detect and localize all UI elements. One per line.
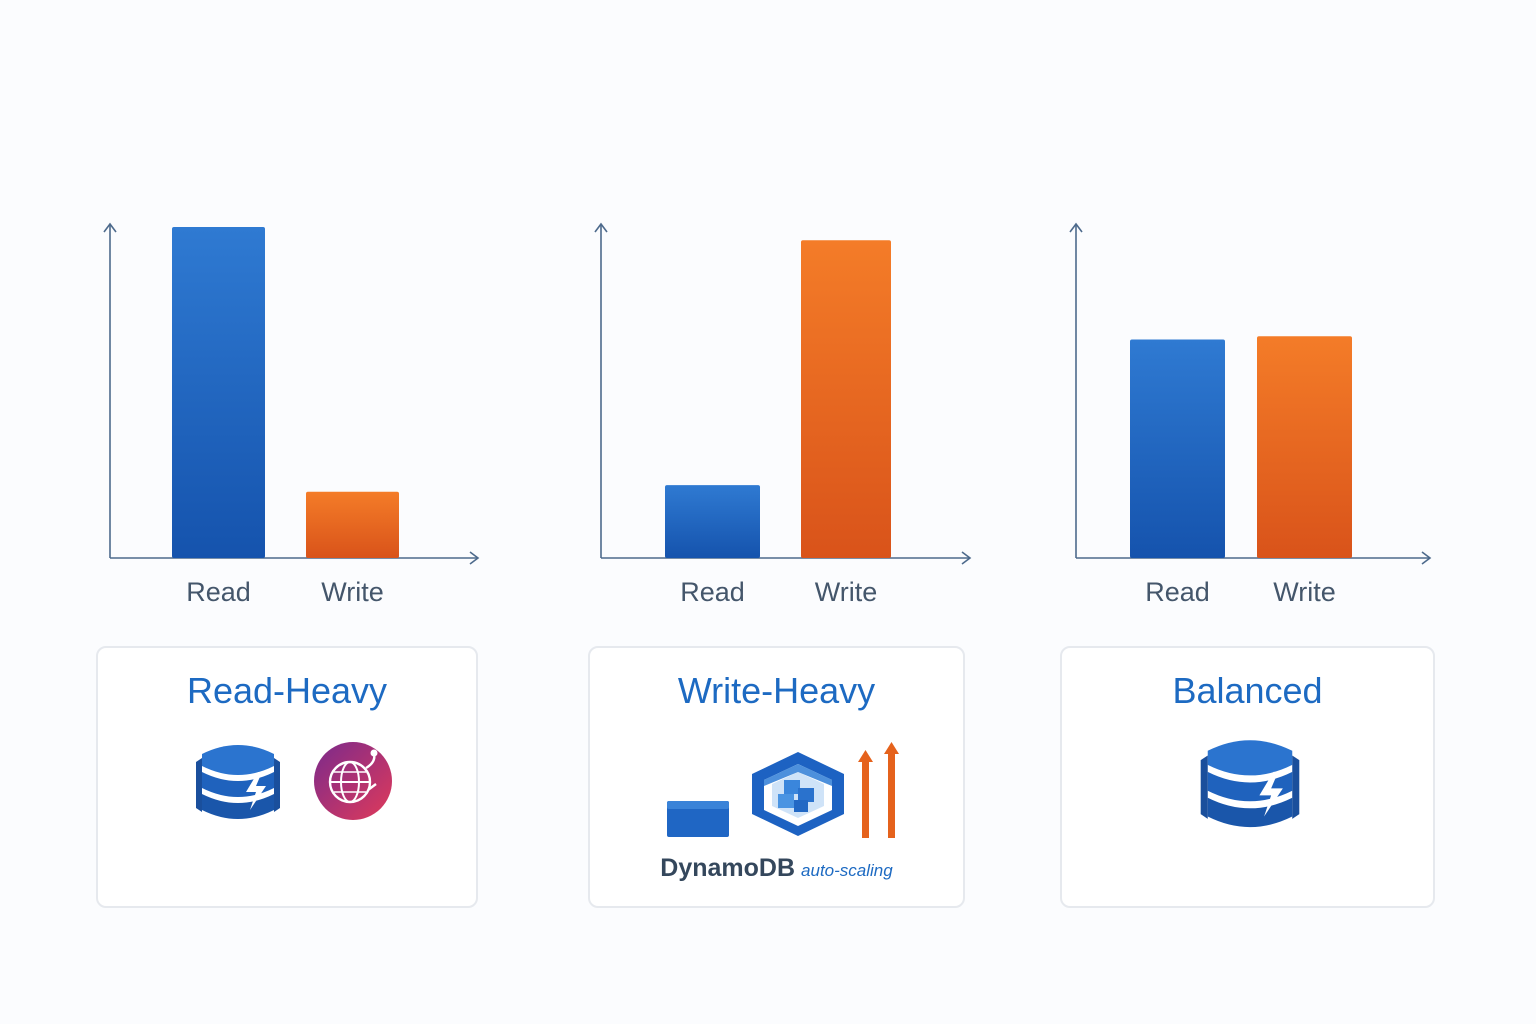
card-read-heavy: Read-Heavy (96, 646, 478, 908)
card-title-read-heavy: Read-Heavy (186, 670, 388, 711)
bar-read (665, 485, 760, 558)
bar-chart-2: Read Write (594, 222, 972, 607)
tick-label-write: Write (321, 577, 384, 607)
card-title-write-heavy: Write-Heavy (677, 670, 876, 711)
bar-chart-3: Read Write (1069, 222, 1432, 607)
y-axis-arrow (103, 222, 117, 233)
tick-label-write: Write (815, 577, 878, 607)
dynamodb-cube-icon (752, 752, 844, 836)
x-axis-arrow (961, 551, 972, 565)
tick-label-read: Read (186, 577, 251, 607)
y-axis-arrow (1069, 222, 1083, 233)
tick-label-read: Read (680, 577, 745, 607)
dynamodb-icon (196, 745, 280, 819)
card-balanced: Balanced (1060, 646, 1435, 908)
bar-read (172, 227, 265, 558)
bar-write (1257, 336, 1352, 558)
card-write-heavy: Write-Heavy DynamoDB auto-scaling (588, 646, 965, 908)
caption-main: DynamoDB (660, 854, 796, 882)
dax-accelerator-icon (314, 742, 392, 820)
caption-sub: auto-scaling (801, 861, 893, 880)
y-axis-arrow (594, 222, 608, 233)
dynamodb-icon (1200, 740, 1300, 828)
bar-read (1130, 339, 1225, 558)
bar-write (306, 491, 399, 558)
capacity-bar-icon (667, 801, 729, 837)
card-title-balanced: Balanced (1172, 670, 1323, 711)
tick-label-write: Write (1273, 577, 1336, 607)
caption-dynamodb-auto-scaling: DynamoDB auto-scaling (590, 854, 963, 883)
bar-charts: Read Write Read Write Read Write (103, 222, 1432, 607)
bar-write (801, 240, 891, 559)
x-axis-arrow (1421, 551, 1432, 565)
tick-label-read: Read (1145, 577, 1210, 607)
x-axis-arrow (469, 551, 480, 565)
scale-up-arrows-icon (858, 742, 899, 838)
bar-chart-1: Read Write (103, 222, 480, 607)
